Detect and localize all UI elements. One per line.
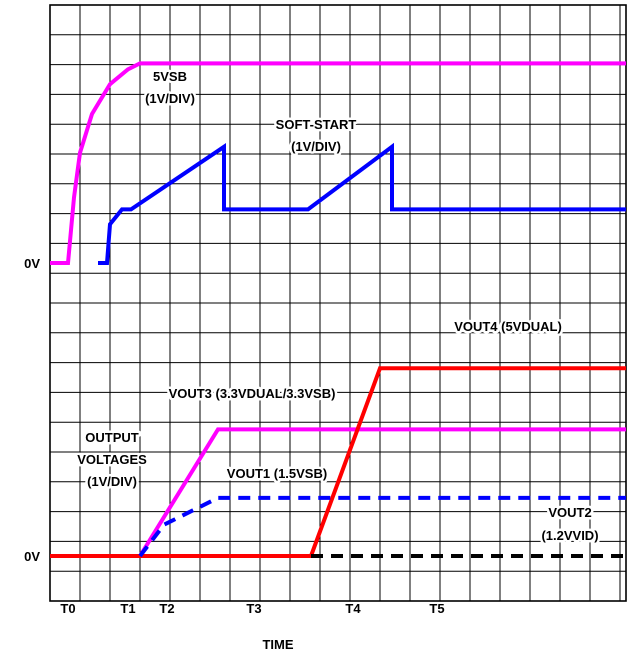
group-label-line2: VOLTAGES [77,452,147,467]
series-line-upper-1 [98,142,626,265]
series-label-soft-start: SOFT-START [276,117,357,132]
series-unit-soft-start: (1V/DIV) [291,139,341,154]
series-line-lower-2 [50,366,626,558]
x-tick-label: T5 [429,601,444,616]
series-unit-5vsb: (1V/DIV) [145,91,195,106]
series-label-vout4: VOUT4 (5VDUAL) [454,319,562,334]
series-label-vout1: VOUT1 (1.5VSB) [227,466,327,481]
y-zero-label-upper: 0V [24,256,40,271]
x-tick-label: T2 [159,601,174,616]
x-tick-label: T1 [120,601,135,616]
chart-series [50,61,626,558]
x-tick-labels: T0 T1 T2 T3 T4 T5 [60,601,444,616]
group-label-line3: (1V/DIV) [87,474,137,489]
group-label-line1: OUTPUT [85,430,139,445]
x-tick-label: T4 [345,601,361,616]
series-label-vout3: VOUT3 (3.3VDUAL/3.3VSB) [169,386,336,401]
y-zero-label-lower: 0V [24,549,40,564]
series-line-lower-0 [50,427,626,558]
series-line-lower-1 [138,495,626,558]
x-tick-label: T0 [60,601,75,616]
series-line-upper-0 [50,61,626,265]
series-label-vout2-line2: (1.2VVID) [541,528,598,543]
x-tick-label: T3 [246,601,261,616]
series-label-vout2: VOUT2 [548,505,591,520]
chart-grid [49,4,627,602]
x-axis-label: TIME [262,637,293,652]
series-label-5vsb: 5VSB [153,69,187,84]
